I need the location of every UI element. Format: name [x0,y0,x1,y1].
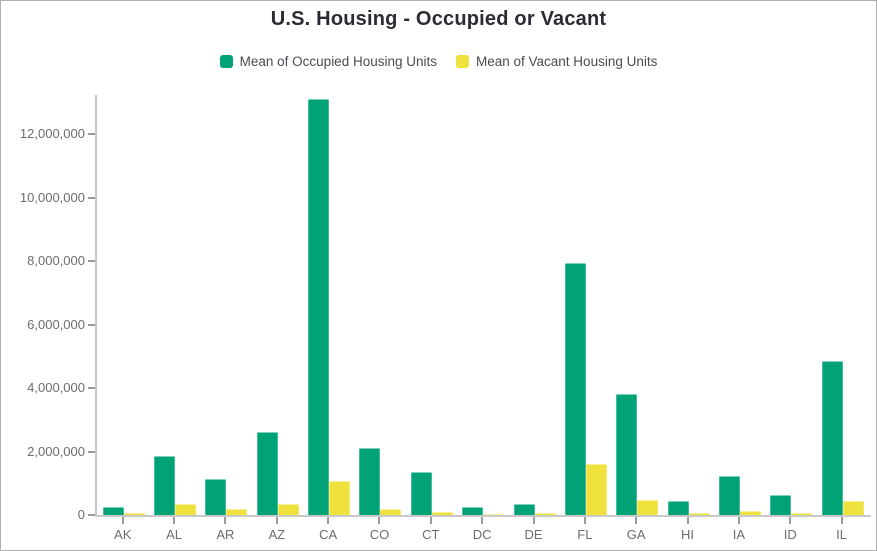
x-tick [224,517,227,524]
bar-vacant-HI[interactable] [688,513,710,515]
bar-occupied-FL[interactable] [564,263,586,515]
x-tick [378,517,381,524]
bar-vacant-AZ[interactable] [277,503,299,515]
y-tick-label: 8,000,000 [27,253,85,268]
y-axis-line [95,95,97,515]
x-tick [429,517,432,524]
x-tick-label: ID [783,527,797,542]
bar-vacant-ID[interactable] [791,513,813,515]
y-tick [88,260,95,262]
x-tick [583,517,586,524]
bar-occupied-ID[interactable] [770,495,792,515]
y-tick-label: 4,000,000 [27,380,85,395]
legend-label-vacant: Mean of Vacant Housing Units [476,54,658,69]
bar-vacant-CO[interactable] [380,509,402,515]
bar-occupied-CO[interactable] [359,448,381,515]
bar-occupied-IL[interactable] [821,361,843,515]
y-tick-label: 2,000,000 [27,443,85,459]
bar-vacant-AK[interactable] [123,512,145,515]
x-tick-label: FL [577,527,593,542]
x-tick-label: GA [626,527,646,542]
bar-vacant-CA[interactable] [329,481,351,515]
bar-occupied-DE[interactable] [513,504,535,515]
x-tick-label: CA [319,527,338,542]
x-tick [275,517,278,524]
bar-vacant-CT[interactable] [431,511,453,515]
bar-occupied-AZ[interactable] [256,431,278,515]
bar-vacant-GA[interactable] [637,500,659,515]
bar-vacant-DE[interactable] [534,513,556,515]
bar-occupied-GA[interactable] [616,394,638,515]
x-tick-label: AR [216,527,235,542]
y-tick [88,387,95,389]
x-tick-label: DC [472,527,492,542]
x-tick [635,517,638,524]
x-tick-label: AK [114,527,132,542]
x-tick [737,517,740,524]
x-tick [532,517,535,524]
x-tick [173,517,176,524]
y-tick-label: 10,000,000 [19,189,85,205]
y-tick [88,133,95,135]
legend-label-occupied: Mean of Occupied Housing Units [239,54,437,69]
x-tick [789,517,792,524]
legend-item-vacant[interactable]: Mean of Vacant Housing Units [456,54,657,69]
x-tick-label: IL [836,527,848,542]
bar-vacant-IL[interactable] [842,500,864,515]
y-tick-label: 12,000,000 [19,126,85,141]
bar-occupied-AR[interactable] [205,478,227,515]
bar-vacant-FL[interactable] [585,464,607,515]
bar-occupied-HI[interactable] [667,501,689,515]
x-tick [481,517,484,524]
x-tick [840,517,843,524]
x-tick [121,517,124,524]
legend-swatch-vacant-icon [456,55,469,68]
y-tick [88,323,95,326]
bar-occupied-AK[interactable] [102,507,124,515]
x-tick [327,517,330,524]
x-tick [686,517,689,524]
x-tick-label: AZ [268,527,286,542]
legend-swatch-occupied-icon [219,55,233,68]
x-tick-label: IA [732,527,746,542]
x-axis-line [95,515,871,517]
bar-occupied-CT[interactable] [410,471,432,515]
x-tick-label: AL [166,527,182,542]
x-tick-label: CO [369,527,390,542]
legend-item-occupied[interactable]: Mean of Occupied Housing Units [219,54,437,69]
bar-occupied-CA[interactable] [308,99,330,515]
x-tick-label: CT [422,527,440,542]
bar-vacant-AL[interactable] [175,503,197,515]
y-tick [88,196,95,199]
bar-vacant-DC[interactable] [483,513,505,515]
y-tick [88,450,95,453]
y-tick [88,514,95,516]
chart-title: U.S. Housing - Occupied or Vacant [270,8,607,30]
bar-occupied-AL[interactable] [154,455,176,515]
y-tick-label: 0 [77,507,85,522]
legend: Mean of Occupied Housing Units Mean of V… [1,54,876,69]
y-tick-label: 6,000,000 [27,316,85,332]
bar-vacant-IA[interactable] [739,511,761,515]
plot-area: 0 2,000,000 4,000,000 6,000,000 8,000,000 10,… [20,95,871,542]
bar-vacant-AR[interactable] [226,509,248,515]
bar-occupied-DC[interactable] [462,506,484,515]
bar-occupied-IA[interactable] [718,475,740,515]
x-tick-label: HI [681,527,695,542]
x-tick-label: DE [524,527,543,542]
